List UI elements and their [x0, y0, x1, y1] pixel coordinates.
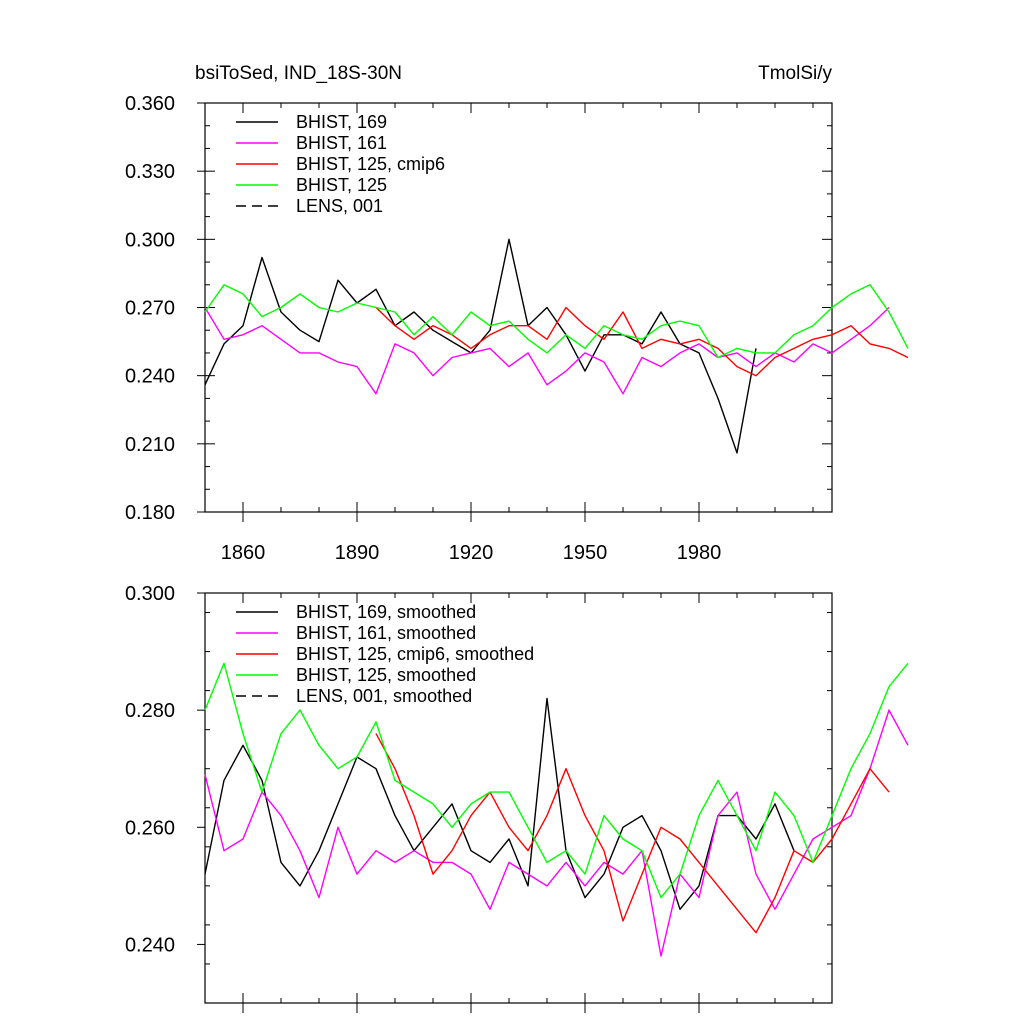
- legend-label: BHIST, 125, cmip6: [296, 154, 445, 174]
- x-tick-label: 1980: [677, 542, 722, 564]
- y-tick-label: 0.270: [125, 298, 175, 320]
- y-tick-label: 0.240: [125, 366, 175, 388]
- y-tick-label: 0.360: [125, 93, 175, 115]
- y-tick-label: 0.330: [125, 161, 175, 183]
- series-line: [375, 306, 909, 377]
- y-tick-label: 0.280: [125, 700, 175, 722]
- legend-label: LENS, 001, smoothed: [296, 686, 472, 706]
- x-tick-label: 1890: [335, 542, 380, 564]
- series-line: [204, 284, 909, 359]
- x-tick-label: 1860: [221, 542, 266, 564]
- series-line: [204, 238, 757, 454]
- legend-label: BHIST, 169, smoothed: [296, 602, 476, 622]
- legend-label: BHIST, 169: [296, 112, 387, 132]
- series-line: [204, 697, 795, 910]
- x-tick-label: 1950: [563, 542, 608, 564]
- plot-frame: [204, 592, 833, 1004]
- series-line: [204, 662, 909, 899]
- series-line: [204, 709, 909, 957]
- chart-title-right: TmolSi/y: [758, 63, 832, 84]
- legend-label: BHIST, 125: [296, 175, 387, 195]
- y-tick-label: 0.300: [125, 229, 175, 251]
- x-tick-label: 1920: [449, 542, 494, 564]
- legend-label: BHIST, 125, cmip6, smoothed: [296, 644, 534, 664]
- y-tick-label: 0.260: [125, 817, 175, 839]
- legend-label: BHIST, 125, smoothed: [296, 665, 476, 685]
- top-panel: 1860 1890 1920 1950 1980 0.180 0.210 0.240 0.270…: [125, 63, 909, 564]
- y-tick-label: 0.240: [125, 934, 175, 956]
- series-line: [375, 733, 890, 934]
- series-line: [204, 306, 890, 395]
- y-tick-label: 0.300: [125, 583, 175, 605]
- legend-label: LENS, 001: [296, 196, 383, 216]
- legend-label: BHIST, 161, smoothed: [296, 623, 476, 643]
- legend-label: BHIST, 161: [296, 133, 387, 153]
- y-tick-label: 0.180: [125, 502, 175, 524]
- bottom-panel: 0.240 0.260 0.280 0.300 BHIST, 169, smoothed…: [125, 583, 909, 1013]
- chart-title-left: bsiToSed, IND_18S-30N: [195, 63, 402, 84]
- y-tick-label: 0.210: [125, 434, 175, 456]
